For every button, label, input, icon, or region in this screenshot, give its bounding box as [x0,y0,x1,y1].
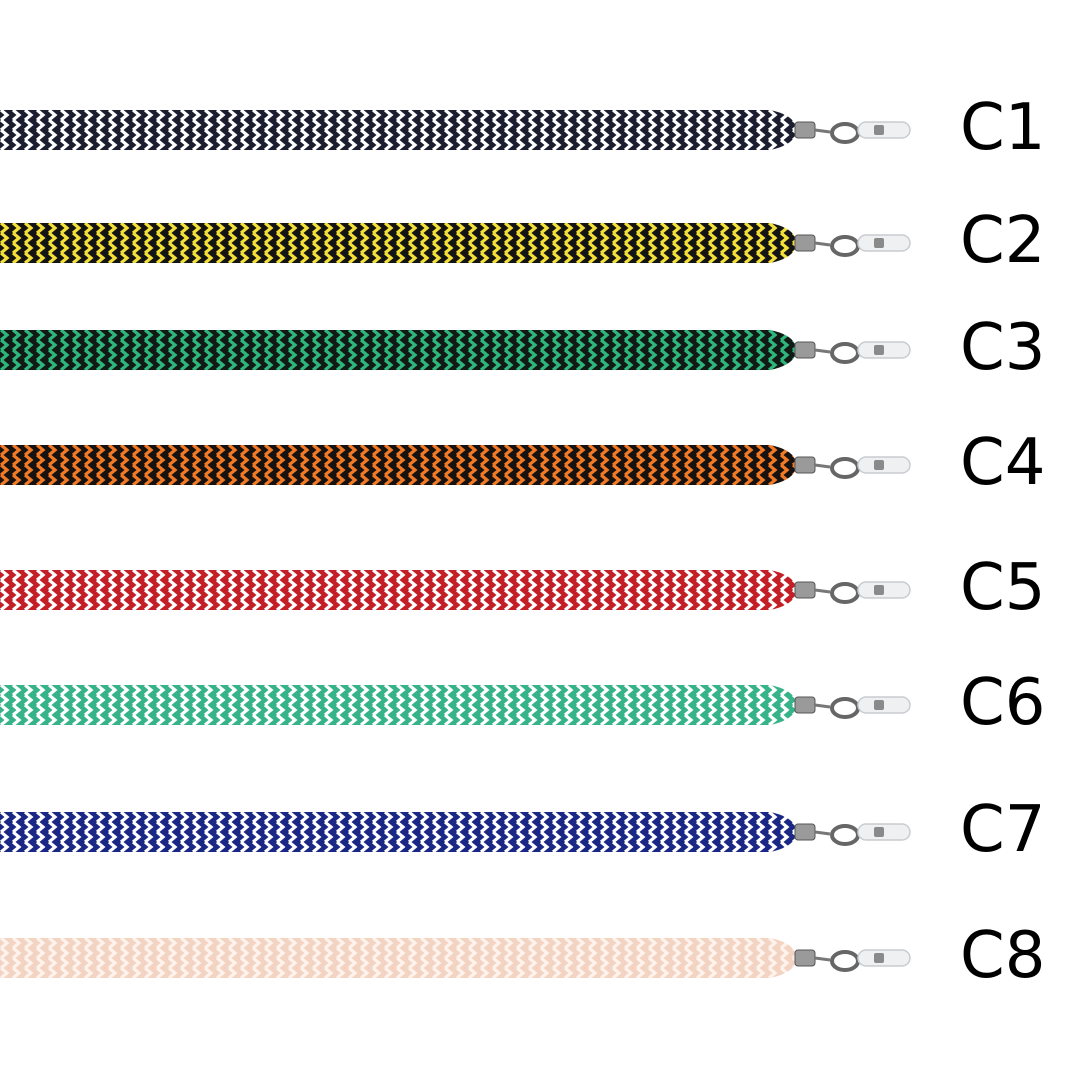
strap-c3 [0,330,911,370]
lobster-clasp [830,824,860,846]
braided-strap [0,110,795,150]
loop-crimp [874,125,884,135]
lobster-clasp [830,697,860,719]
jump-ring [814,703,831,709]
lobster-clasp [830,582,860,604]
strap-c6 [0,685,911,725]
braided-strap [0,685,795,725]
lobster-clasp [830,342,860,364]
braided-strap [0,570,795,610]
strap-c5 [0,570,911,610]
variant-label: C4 [960,426,1046,500]
jump-ring [814,588,831,594]
braided-strap [0,812,795,852]
strap-c1 [0,110,911,150]
braided-strap [0,330,795,370]
lobster-clasp [830,122,860,144]
braided-strap [0,938,795,978]
jump-ring [814,830,831,836]
loop-crimp [874,953,884,963]
metal-end-cap [794,456,816,474]
metal-end-cap [794,581,816,599]
metal-end-cap [794,121,816,139]
strap-c7 [0,812,911,852]
metal-end-cap [794,949,816,967]
variant-label: C2 [960,204,1046,278]
jump-ring [814,956,831,962]
loop-crimp [874,460,884,470]
jump-ring [814,348,831,354]
lobster-clasp [830,235,860,257]
strap-c4 [0,445,911,485]
jump-ring [814,128,831,134]
metal-end-cap [794,341,816,359]
jump-ring [814,463,831,469]
lobster-clasp [830,457,860,479]
variant-label: C1 [960,91,1046,165]
metal-end-cap [794,234,816,252]
strap-c8 [0,938,911,978]
lobster-clasp [830,950,860,972]
metal-end-cap [794,823,816,841]
loop-crimp [874,700,884,710]
braided-strap [0,223,795,263]
braided-strap [0,445,795,485]
loop-crimp [874,827,884,837]
loop-crimp [874,345,884,355]
variant-label: C6 [960,666,1046,740]
variant-label: C8 [960,919,1046,993]
variant-label: C3 [960,311,1046,385]
variant-label: C7 [960,793,1046,867]
metal-end-cap [794,696,816,714]
loop-crimp [874,238,884,248]
loop-crimp [874,585,884,595]
variant-label: C5 [960,551,1046,625]
strap-c2 [0,223,911,263]
jump-ring [814,241,831,247]
